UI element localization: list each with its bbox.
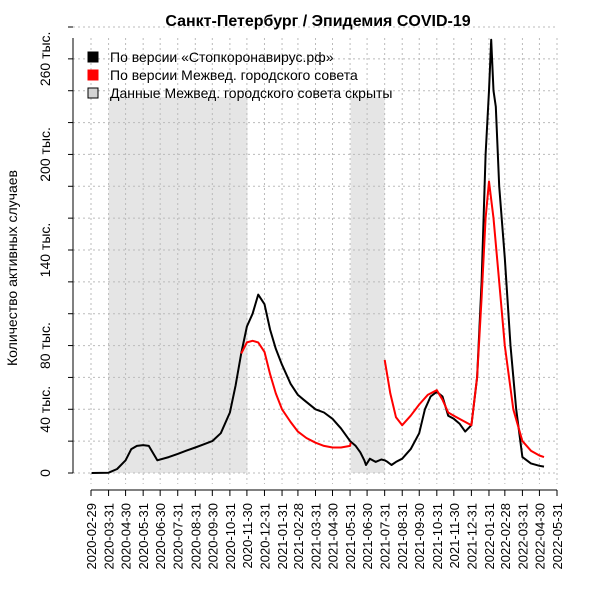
x-tick-label: 2021-01-31 (275, 503, 290, 570)
y-tick-label: 40 тыс. (37, 386, 53, 433)
x-tick-label: 2020-07-31 (171, 503, 186, 570)
legend-label: Данные Межвед. городского совета скрыты (110, 85, 392, 101)
axes: 0 40 тыс. 80 тыс. 140 тыс. 200 тыс. 260 тыс. 2… (37, 26, 565, 570)
x-tick-label: 2020-03-31 (102, 503, 117, 570)
legend: По версии «Стопкоронавирус.рф» По версии … (87, 49, 392, 101)
x-tick-label: 2022-02-28 (498, 503, 513, 570)
x-tick-label: 2020-09-30 (205, 503, 220, 570)
x-tick-label: 2021-09-30 (412, 503, 427, 570)
x-tick-label: 2021-10-31 (430, 503, 445, 570)
x-tick-label: 2020-02-29 (84, 503, 99, 570)
x-tick-label: 2021-04-30 (326, 503, 341, 570)
x-tick-label: 2020-10-31 (223, 503, 238, 570)
hidden-period (350, 97, 385, 473)
x-tick-label: 2022-03-31 (515, 503, 530, 570)
x-tick-label: 2020-12-31 (257, 503, 272, 570)
x-tick-label: 2021-02-28 (291, 503, 306, 570)
y-tick-label: 140 тыс. (37, 223, 53, 278)
chart-title: Санкт-Петербург / Эпидемия COVID-19 (165, 13, 470, 30)
y-axis-label: Количество активных случаев (4, 170, 20, 366)
x-tick-label: 2021-11-30 (447, 503, 462, 569)
x-tick-label: 2022-01-31 (482, 503, 497, 570)
series-line (383, 180, 545, 459)
legend-label: По версии «Стопкоронавирус.рф» (110, 49, 334, 65)
grid (73, 26, 558, 484)
series-line (91, 38, 545, 474)
x-tick-label: 2021-08-31 (395, 503, 410, 570)
x-tick-label: 2020-11-30 (240, 503, 255, 569)
y-tick-label: 260 тыс. (37, 32, 53, 87)
x-tick-label: 2021-06-30 (360, 503, 375, 570)
y-tick-label: 200 тыс. (37, 127, 53, 182)
x-tick-label: 2021-12-31 (464, 503, 479, 570)
x-tick-label: 2020-05-31 (136, 503, 151, 570)
x-tick-label: 2021-03-31 (308, 503, 323, 570)
series-line (240, 339, 352, 449)
legend-label: По версии Межвед. городского совета (110, 67, 358, 83)
x-tick-label: 2021-05-31 (343, 503, 358, 570)
x-tick-label: 2021-07-31 (378, 503, 393, 570)
x-tick-label: 2020-08-31 (188, 503, 203, 570)
legend-swatch (87, 69, 99, 81)
legend-swatch (87, 51, 99, 63)
x-tick-label: 2020-04-30 (119, 503, 134, 570)
x-tick-label: 2022-05-31 (550, 503, 565, 570)
y-tick-label: 80 тыс. (37, 322, 53, 369)
x-tick-label: 2020-06-30 (153, 503, 168, 570)
y-tick-label: 0 (37, 469, 53, 477)
legend-swatch (87, 87, 99, 99)
series-layer (91, 38, 545, 474)
x-tick-label: 2022-04-30 (532, 503, 547, 570)
